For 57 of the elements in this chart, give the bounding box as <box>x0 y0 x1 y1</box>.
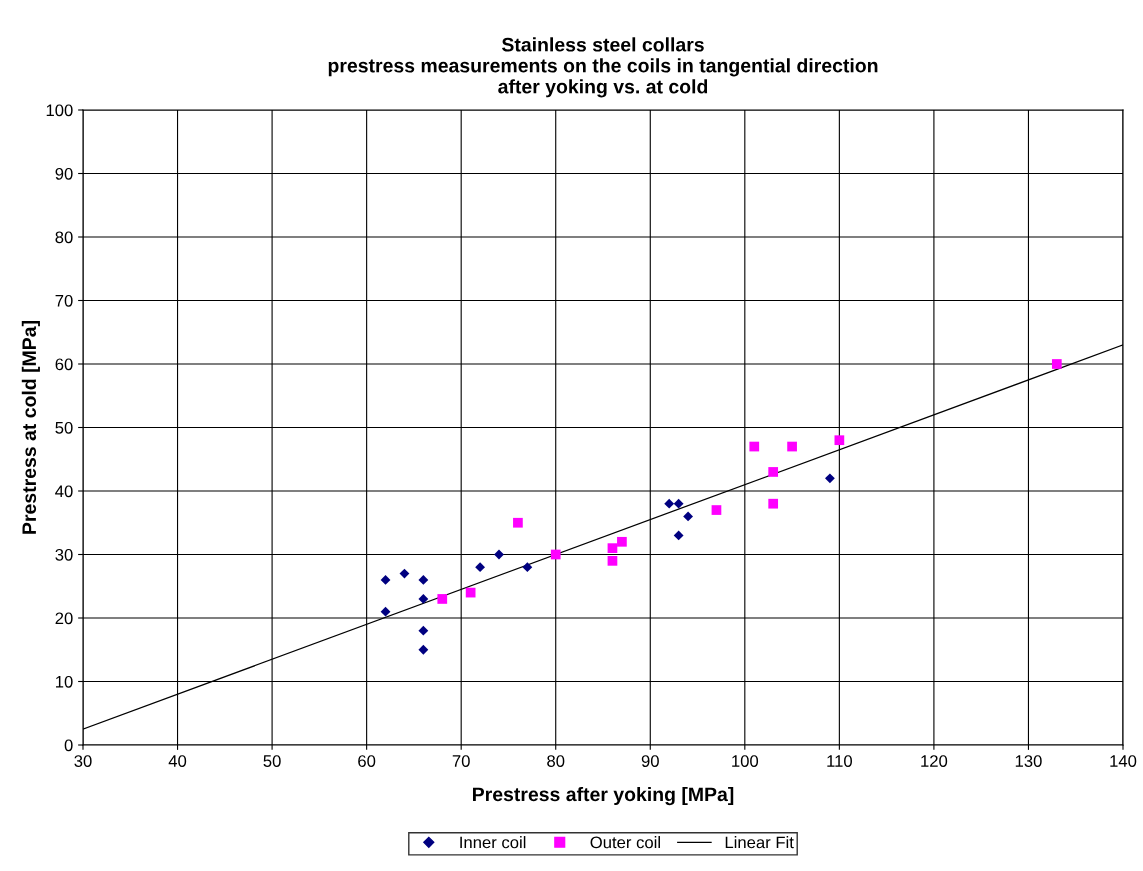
point <box>607 555 618 566</box>
point <box>683 511 693 522</box>
y-axis-title: Prestress at cold [MPa] <box>21 321 40 534</box>
point <box>617 536 627 547</box>
point <box>664 498 675 509</box>
y-tick-label: 100 <box>46 104 73 117</box>
point <box>494 549 504 560</box>
x-tick-label: 110 <box>827 755 852 767</box>
point <box>418 594 429 604</box>
x-tick-label: 60 <box>358 755 376 767</box>
point <box>768 467 779 477</box>
x-tick-label: 90 <box>641 755 659 767</box>
point <box>834 435 845 446</box>
x-tick-label: 130 <box>1015 755 1042 767</box>
x-tick-label: 30 <box>74 755 92 767</box>
point <box>607 543 618 554</box>
y-tick-label: 30 <box>55 548 73 561</box>
chart-title: Stainless steel collars prestress measurements on the coils in tangential direction after yoking vs. at cold <box>328 37 878 98</box>
point <box>418 644 429 655</box>
point <box>418 625 429 636</box>
point <box>768 498 779 509</box>
point <box>1051 359 1062 369</box>
legend-label: Outer coil <box>590 836 660 849</box>
x-tick-label: 70 <box>452 755 470 767</box>
y-tick-label: 0 <box>64 739 73 752</box>
y-tick-label: 90 <box>55 167 73 180</box>
point <box>787 441 797 452</box>
point <box>513 517 523 528</box>
point <box>475 562 485 573</box>
point <box>550 549 561 560</box>
point <box>749 441 760 452</box>
x-axis-title: Prestress after yoking [MPa] <box>473 786 734 806</box>
point <box>673 498 684 509</box>
point <box>399 568 410 579</box>
x-tick-label: 120 <box>921 755 948 767</box>
x-tick-label: 50 <box>263 755 281 767</box>
point <box>418 574 429 585</box>
legend-label: Inner coil <box>460 836 526 849</box>
x-tick-label: 40 <box>168 755 187 767</box>
x-tick-label: 100 <box>732 755 759 767</box>
x-tick-label: 80 <box>547 755 565 767</box>
point <box>437 594 448 604</box>
y-tick-label: 60 <box>55 358 73 371</box>
point <box>673 530 684 541</box>
legend-label: Linear Fit <box>725 836 794 849</box>
point <box>711 505 722 515</box>
y-tick-label: 80 <box>55 231 73 244</box>
y-tick-label: 70 <box>55 294 73 307</box>
y-tick-label: 50 <box>55 421 73 434</box>
y-tick-label: 10 <box>56 675 73 688</box>
point <box>522 562 533 573</box>
point <box>380 574 391 585</box>
y-tick-label: 20 <box>55 612 73 625</box>
y-tick-label: 40 <box>55 485 73 498</box>
point <box>380 606 391 617</box>
x-tick-label: 140 <box>1110 755 1137 767</box>
point <box>825 473 835 484</box>
